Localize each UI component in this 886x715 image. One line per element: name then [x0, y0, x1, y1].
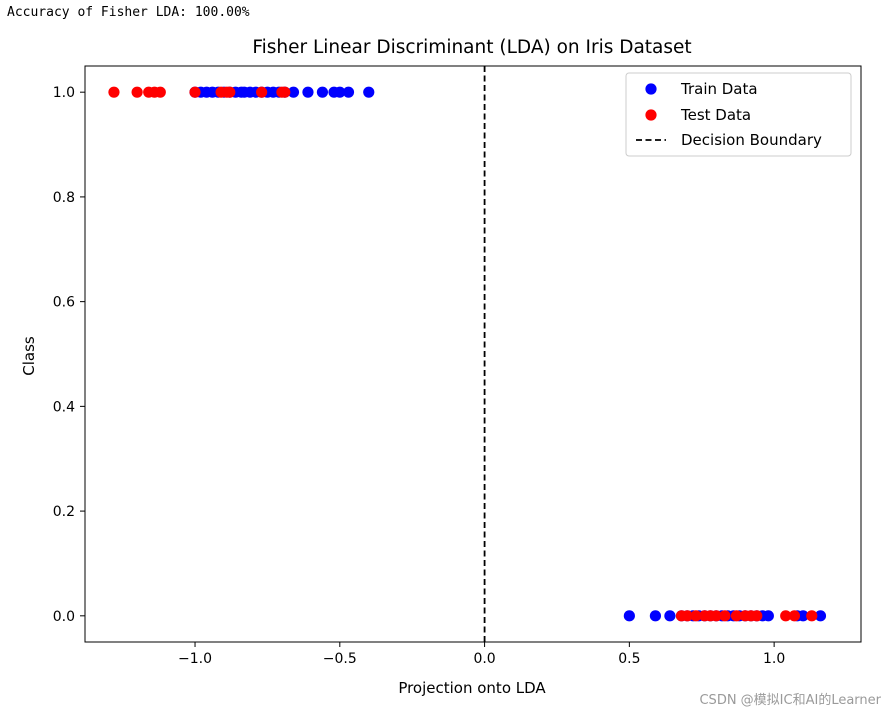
legend: Train Data Test Data Decision Boundary — [625, 72, 852, 157]
data-point — [334, 86, 346, 98]
chart-title: Fisher Linear Discriminant (LDA) on Iris… — [252, 37, 691, 58]
data-point — [108, 86, 120, 98]
legend-label: Decision Boundary — [681, 131, 822, 149]
data-point — [730, 610, 743, 622]
plot-area-border — [84, 65, 862, 643]
y-tick-label: 0.6 — [53, 295, 75, 311]
data-point — [780, 610, 792, 622]
data-point — [316, 86, 329, 98]
data-point — [287, 86, 300, 98]
data-point — [814, 610, 827, 622]
data-point — [788, 610, 801, 622]
data-point — [279, 86, 291, 98]
data-point — [256, 86, 268, 98]
series-test-data — [108, 86, 818, 622]
legend-marker — [645, 109, 657, 121]
x-tick-label: 0.5 — [618, 651, 640, 667]
y-tick-label: 0.8 — [53, 190, 75, 206]
data-point — [797, 610, 809, 622]
data-point — [719, 610, 731, 622]
legend-label: Train Data — [680, 80, 758, 98]
legend-box — [625, 72, 852, 157]
data-points — [108, 86, 827, 622]
data-point — [762, 610, 774, 622]
x-axis-label: Projection onto LDA — [398, 679, 546, 697]
data-point — [154, 86, 166, 98]
data-point — [681, 610, 693, 622]
watermark: CSDN @模拟IC和AI的Learner — [699, 693, 881, 708]
series-train-data — [189, 86, 827, 622]
data-point — [342, 86, 355, 98]
data-point — [623, 610, 635, 622]
y-tick-label: 1.0 — [53, 85, 75, 101]
data-point — [751, 610, 763, 622]
legend-marker — [645, 83, 657, 95]
y-tick-label: 0.2 — [53, 504, 75, 520]
data-point — [363, 86, 375, 98]
y-axis-label: Class — [20, 336, 38, 376]
data-point — [224, 86, 236, 98]
x-tick-label: 0.0 — [473, 651, 495, 667]
data-point — [806, 610, 818, 622]
data-point — [649, 610, 662, 622]
data-point — [302, 86, 314, 98]
data-point — [690, 610, 702, 622]
x-tick-label: 1.0 — [763, 651, 785, 667]
axis-ticks: −1.0 −0.5 0.0 0.5 1.0 0.0 0.2 0.4 0.6 0.8 1.0 — [53, 85, 786, 667]
console-output-line: Accuracy of Fisher LDA: 100.00% — [7, 5, 250, 20]
legend-label: Test Data — [680, 106, 751, 124]
axes-frame — [84, 65, 862, 643]
data-point — [710, 610, 722, 622]
y-tick-label: 0.0 — [53, 609, 75, 625]
data-point — [131, 86, 143, 98]
data-point — [189, 86, 201, 98]
x-tick-label: −1.0 — [178, 651, 212, 667]
y-tick-label: 0.4 — [53, 399, 75, 415]
x-tick-label: −0.5 — [323, 651, 357, 667]
data-point — [664, 610, 676, 622]
